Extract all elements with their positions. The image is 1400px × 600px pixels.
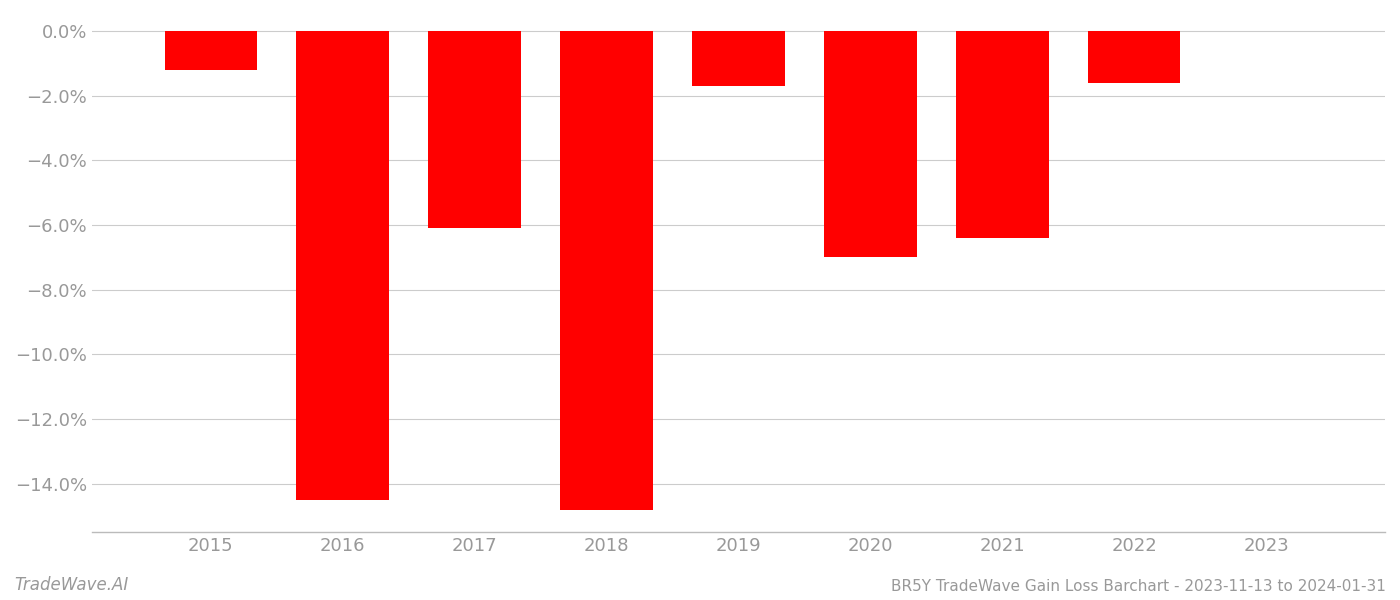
Bar <box>297 31 389 500</box>
Bar <box>1088 31 1180 83</box>
Bar <box>825 31 917 257</box>
Bar <box>428 31 521 229</box>
Text: TradeWave.AI: TradeWave.AI <box>14 576 129 594</box>
Bar <box>956 31 1049 238</box>
Bar <box>560 31 652 509</box>
Text: BR5Y TradeWave Gain Loss Barchart - 2023-11-13 to 2024-01-31: BR5Y TradeWave Gain Loss Barchart - 2023… <box>892 579 1386 594</box>
Bar <box>693 31 784 86</box>
Bar <box>165 31 258 70</box>
